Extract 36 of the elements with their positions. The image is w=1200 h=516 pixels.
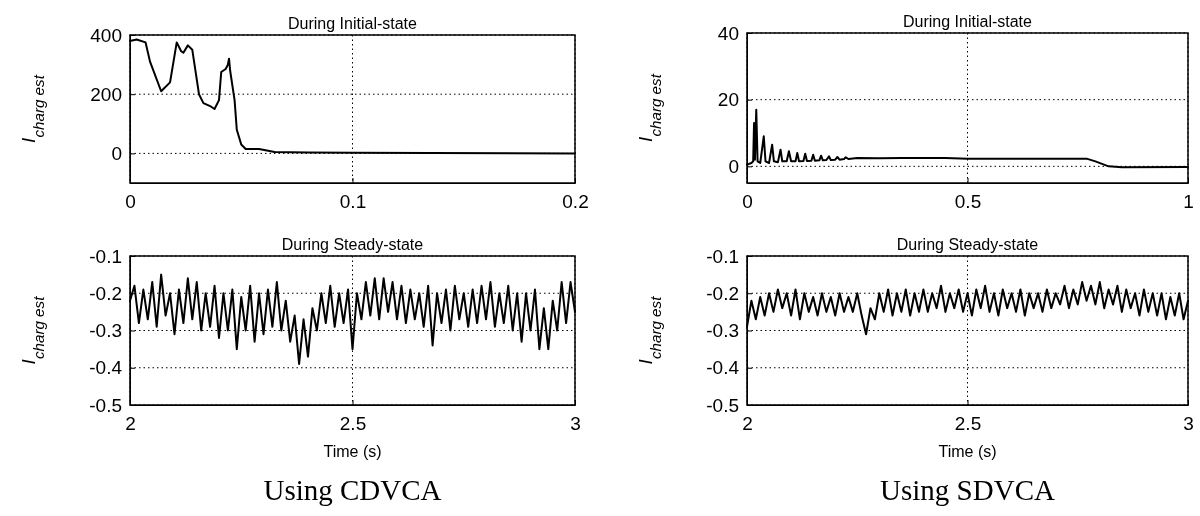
y-tick-label: 20 bbox=[717, 89, 739, 111]
chart-title: During Initial-state bbox=[903, 13, 1033, 30]
x-tick-label: 2.5 bbox=[339, 413, 367, 435]
y-tick-label: 0 bbox=[111, 142, 122, 164]
y-tick-label: -0.5 bbox=[706, 394, 739, 416]
y-tick-label: -0.3 bbox=[89, 320, 122, 342]
x-tick-label: 0.5 bbox=[954, 191, 982, 213]
y-tick-label: -0.2 bbox=[706, 282, 739, 304]
x-tick-label: 0 bbox=[742, 191, 753, 213]
chart-title: During Steady-state bbox=[896, 236, 1039, 253]
chart-title: During Steady-state bbox=[281, 236, 424, 253]
y-tick-label: 40 bbox=[717, 22, 739, 44]
y-tick-label: -0.4 bbox=[706, 357, 740, 379]
chart-title: During Initial-state bbox=[288, 15, 418, 32]
x-tick-label: 0.1 bbox=[339, 191, 367, 213]
x-axis-title: Time (s) bbox=[323, 443, 382, 460]
y-tick-label: -0.2 bbox=[89, 282, 122, 304]
x-tick-label: 0.2 bbox=[562, 191, 589, 213]
y-tick-label: -0.3 bbox=[706, 320, 739, 342]
text: Using SDVCA bbox=[880, 474, 1055, 506]
y-tick-label: -0.4 bbox=[89, 357, 123, 379]
x-tick-label: 0 bbox=[125, 191, 136, 213]
y-tick-label: 400 bbox=[90, 24, 122, 46]
y-tick-label: -0.1 bbox=[89, 245, 122, 267]
y-tick-label: 0 bbox=[728, 155, 739, 177]
x-tick-label: 3 bbox=[570, 413, 581, 435]
x-tick-label: 3 bbox=[1183, 413, 1194, 435]
y-tick-label: -0.5 bbox=[89, 394, 122, 416]
y-tick-label: -0.1 bbox=[706, 245, 739, 267]
x-tick-label: 1 bbox=[1183, 191, 1194, 213]
x-tick-label: 2 bbox=[125, 413, 136, 435]
x-tick-label: 2.5 bbox=[954, 413, 982, 435]
y-tick-label: 200 bbox=[90, 83, 122, 105]
x-tick-label: 2 bbox=[742, 413, 753, 435]
x-axis-title: Time (s) bbox=[938, 443, 997, 460]
text: Using CDVCA bbox=[263, 474, 442, 506]
